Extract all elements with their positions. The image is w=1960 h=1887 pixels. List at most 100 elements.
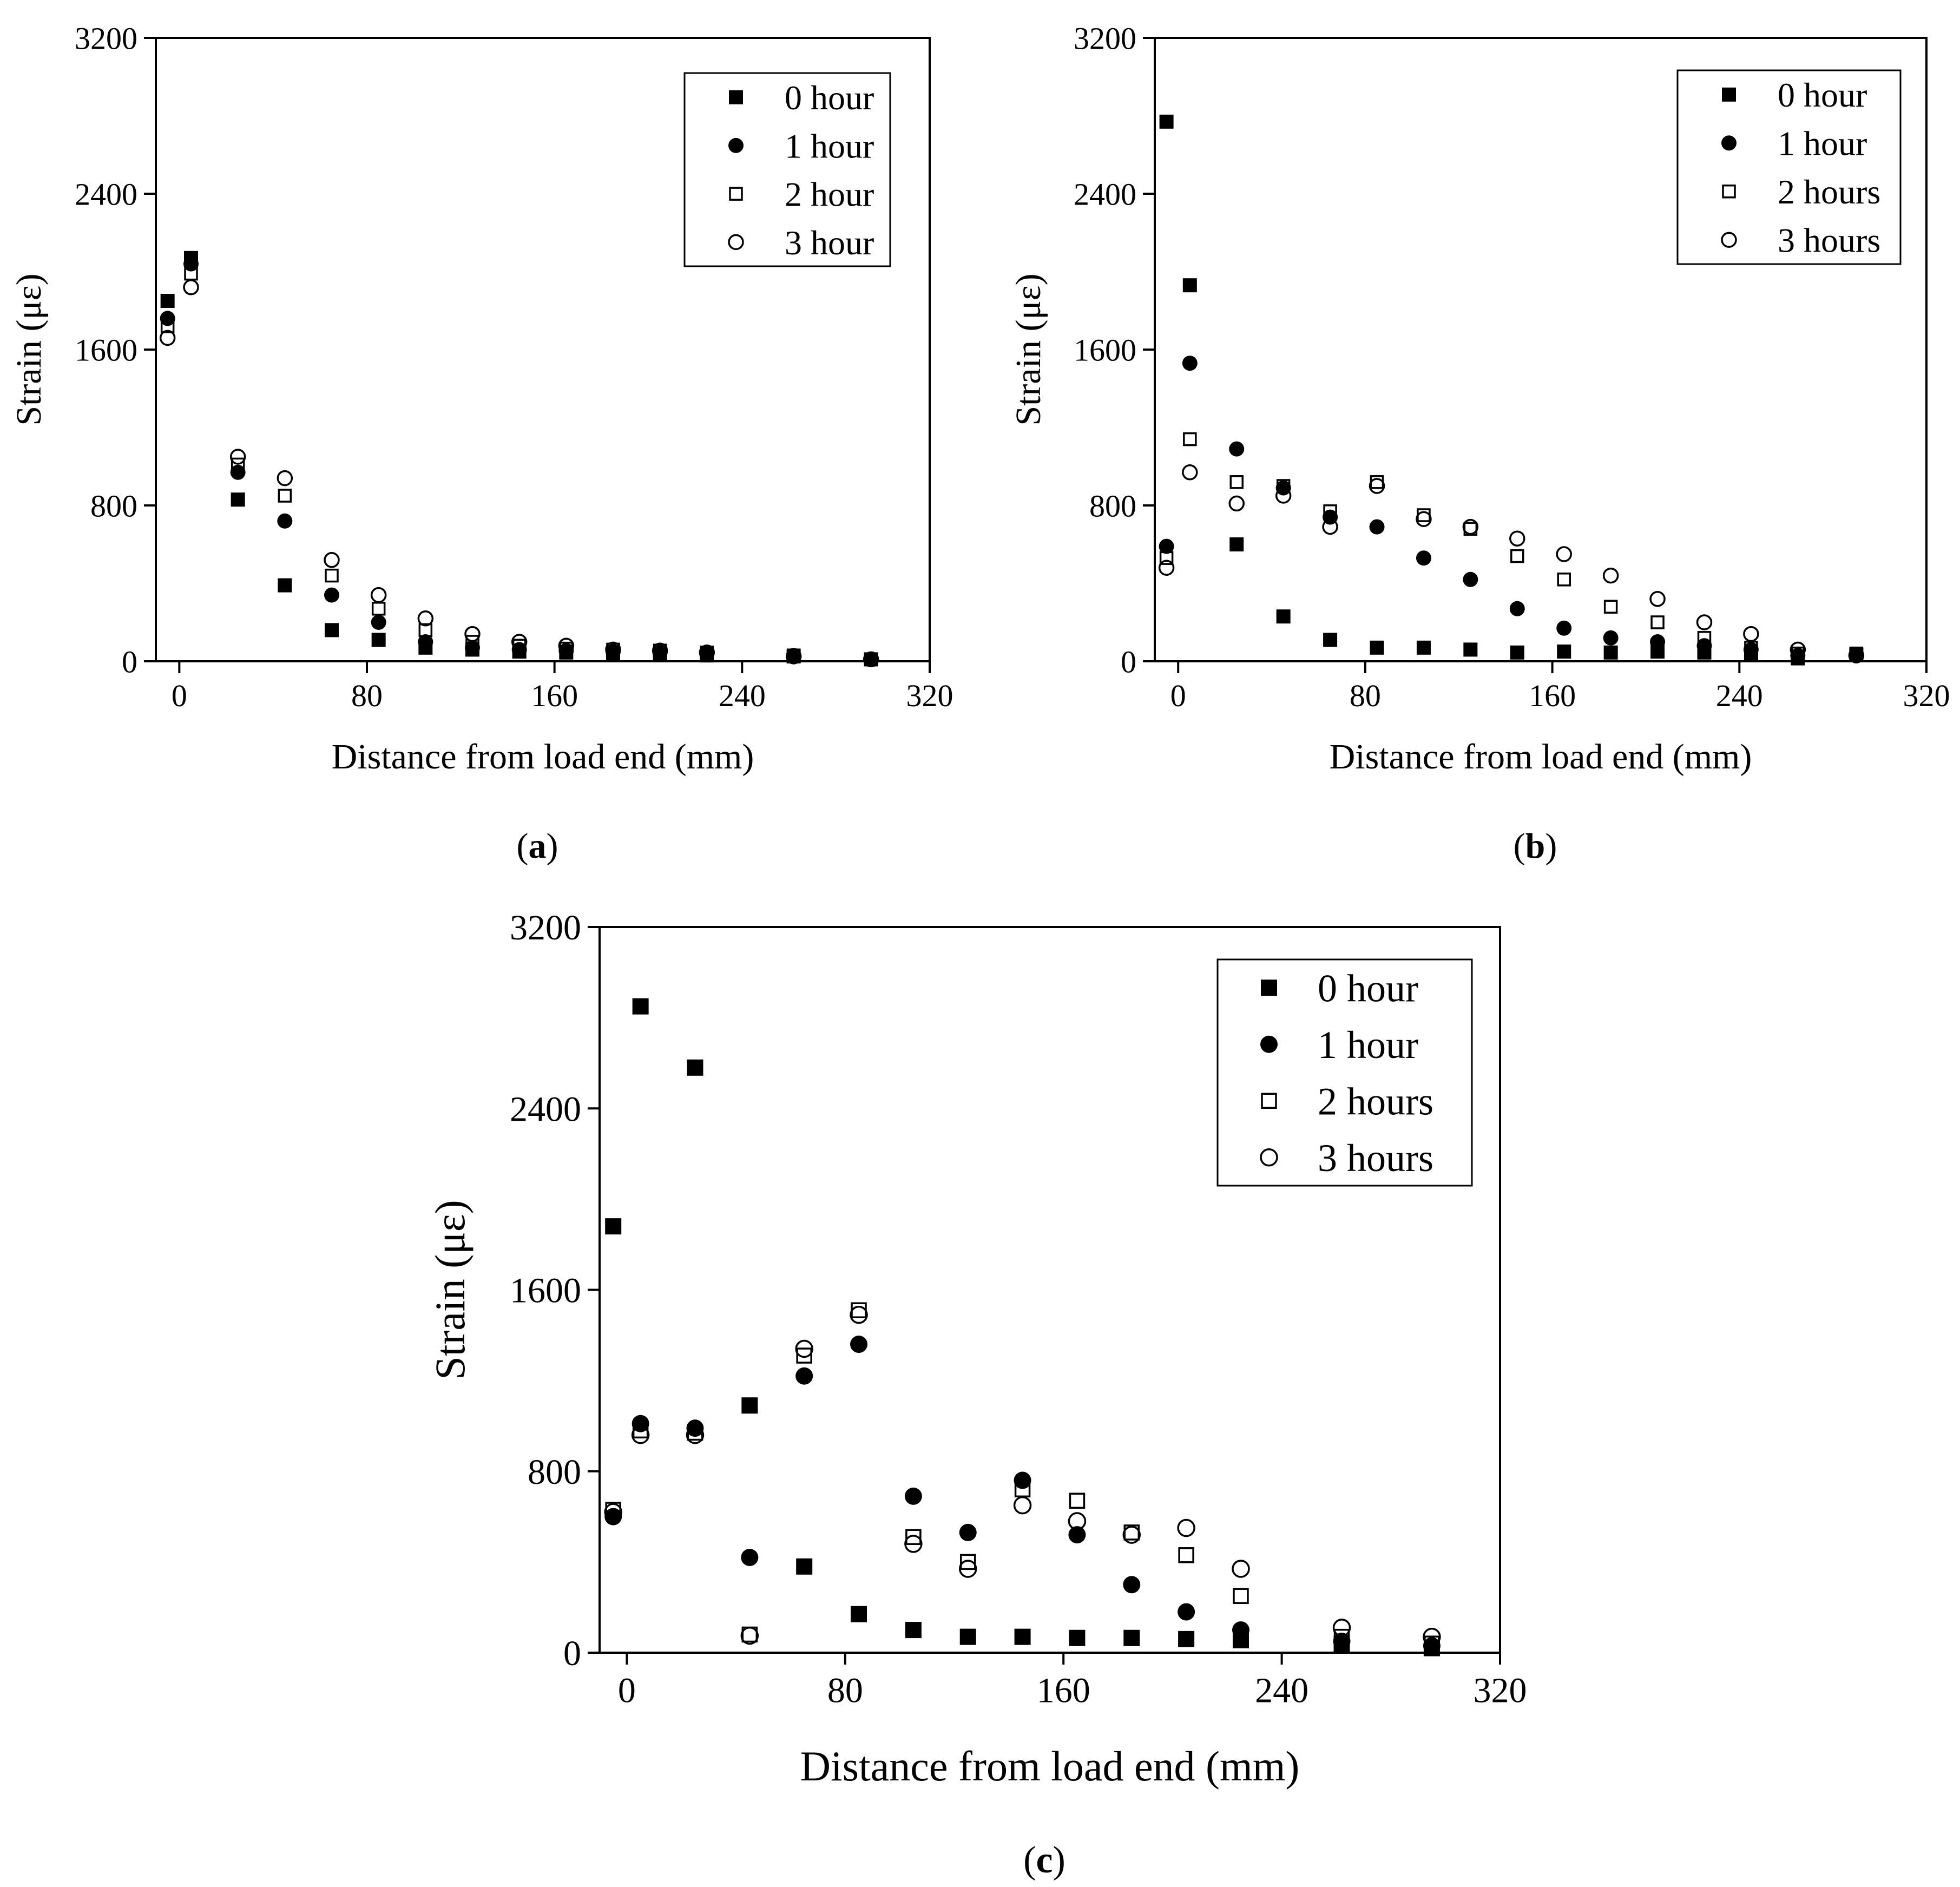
x-tick-label: 160 [531, 678, 578, 713]
data-point [604, 1503, 622, 1521]
data-point [905, 1622, 922, 1639]
caption-close: ) [1545, 826, 1557, 866]
series-1-hour [604, 1336, 1441, 1655]
y-axis-title: Strain (με) [9, 273, 49, 425]
data-point [1276, 609, 1291, 624]
data-point [1178, 1603, 1195, 1621]
caption-letter: a [529, 826, 547, 866]
y-tick-label: 2400 [1074, 176, 1136, 212]
data-point [1069, 1629, 1086, 1646]
data-point [1369, 478, 1385, 494]
legend-marker [728, 137, 744, 153]
data-point [277, 470, 293, 486]
data-point [1013, 1496, 1032, 1515]
data-point [464, 626, 481, 642]
data-point [1229, 475, 1244, 489]
x-tick-label: 320 [906, 678, 953, 713]
data-point [1603, 630, 1619, 646]
legend-marker [1261, 979, 1277, 996]
caption-letter: b [1525, 826, 1545, 866]
legend-marker [1260, 1035, 1278, 1053]
data-point [1068, 1512, 1087, 1530]
data-point [904, 1487, 922, 1505]
data-point [1275, 488, 1292, 504]
y-tick-label: 0 [1121, 644, 1136, 679]
legend-label: 0 hour [1318, 966, 1418, 1010]
data-point [1696, 638, 1712, 654]
data-point [417, 610, 434, 627]
legend-box [1676, 69, 1902, 265]
data-point [324, 587, 339, 603]
data-point [699, 646, 715, 661]
data-point [1557, 573, 1571, 587]
data-point [278, 578, 292, 593]
data-point [1232, 1621, 1249, 1639]
data-point [1416, 511, 1432, 527]
data-point [796, 1347, 812, 1364]
data-point [418, 623, 433, 637]
data-point [1333, 1628, 1350, 1645]
series-3-hours [604, 1305, 1441, 1646]
data-point [631, 1425, 650, 1444]
legend-marker [1260, 1148, 1278, 1167]
series-1-hour [160, 256, 879, 667]
x-tick-label: 320 [1474, 1671, 1527, 1710]
legend-label: 2 hours [1318, 1080, 1433, 1123]
legend-label: 1 hour [1778, 124, 1867, 163]
data-point [1603, 645, 1618, 660]
y-tick-label: 1600 [1074, 332, 1136, 367]
data-point [700, 646, 714, 660]
data-point [1159, 551, 1174, 565]
data-point [786, 648, 801, 663]
y-tick-label: 0 [122, 644, 137, 679]
data-point [1416, 640, 1431, 655]
data-point [699, 645, 715, 661]
data-point [958, 1560, 977, 1578]
legend-label: 3 hours [1778, 221, 1880, 260]
data-point [1232, 1560, 1250, 1578]
data-point [1182, 356, 1198, 371]
y-axis-title: Strain (με) [426, 1200, 473, 1379]
x-tick-label: 240 [1716, 678, 1763, 713]
data-point [1509, 601, 1525, 616]
data-point [1848, 647, 1865, 663]
data-point [231, 492, 245, 507]
legend-box [1216, 958, 1473, 1187]
data-point [1276, 479, 1291, 493]
x-axis-title: Distance from load end (mm) [1330, 737, 1752, 777]
data-point [159, 330, 176, 346]
data-point [325, 623, 339, 637]
data-point [959, 1554, 976, 1570]
data-point [863, 651, 879, 668]
y-tick-label: 2400 [75, 176, 137, 212]
data-point [632, 998, 649, 1015]
data-point [1416, 550, 1431, 566]
data-point [1370, 475, 1384, 489]
legend-label: 3 hour [785, 223, 874, 262]
data-point [371, 633, 386, 647]
data-point [1182, 464, 1198, 481]
data-point [1424, 1635, 1440, 1652]
data-point [160, 319, 175, 333]
data-point [1229, 441, 1245, 457]
series-3-hour [159, 279, 879, 668]
y-tick-label: 3200 [75, 21, 137, 56]
legend-marker [729, 90, 743, 104]
y-tick-label: 2400 [510, 1089, 581, 1129]
x-tick-label: 160 [1037, 1671, 1090, 1710]
series-0-hour [160, 251, 878, 667]
legend-box [683, 72, 891, 267]
data-point [686, 1419, 704, 1437]
data-point [371, 602, 386, 616]
data-point [1322, 518, 1338, 535]
data-point [1159, 114, 1174, 129]
series-1-hour [1159, 356, 1864, 663]
data-point [1370, 640, 1384, 655]
data-point [959, 1523, 977, 1541]
y-tick-label: 1600 [75, 332, 137, 367]
data-point [1462, 518, 1479, 535]
data-point [606, 642, 620, 657]
data-point [1123, 1576, 1141, 1594]
data-point [1417, 508, 1431, 522]
